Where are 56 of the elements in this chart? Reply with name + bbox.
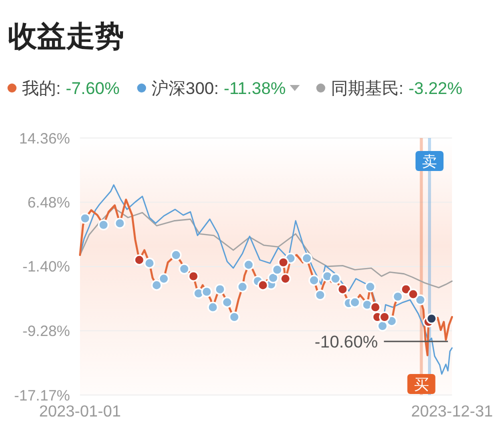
point xyxy=(314,289,326,301)
x-tick-label: 2023-01-01 xyxy=(39,404,122,421)
line-series xyxy=(79,184,453,375)
y-tick-label: 6.48% xyxy=(27,194,70,212)
point xyxy=(376,320,388,332)
legend-label: 同期基民: xyxy=(330,78,404,98)
point xyxy=(337,284,348,295)
ref-line-label: 买 xyxy=(414,376,429,394)
ref-line-label: 卖 xyxy=(422,153,438,170)
point xyxy=(134,254,145,266)
point xyxy=(188,270,199,282)
point xyxy=(170,250,182,261)
point xyxy=(379,311,390,323)
point xyxy=(414,294,426,306)
legend-label: 沪深300: xyxy=(152,78,219,98)
point xyxy=(330,273,342,284)
point xyxy=(308,274,320,286)
point xyxy=(426,313,438,324)
point xyxy=(268,272,279,284)
annotation: -10.60% xyxy=(314,332,378,352)
line-series xyxy=(79,207,453,288)
y-tick-label: -9.28% xyxy=(22,322,70,340)
text: -11.38% xyxy=(224,78,286,98)
point xyxy=(214,284,226,295)
point xyxy=(201,286,212,298)
point xyxy=(349,296,360,308)
legend-label: 我的: xyxy=(22,78,61,98)
point xyxy=(144,258,156,269)
point xyxy=(370,302,381,313)
point xyxy=(236,281,248,292)
point xyxy=(257,280,268,291)
y-tick-label: 14.36% xyxy=(19,130,70,148)
text: -3.22% xyxy=(408,78,462,98)
point xyxy=(280,273,291,284)
line-series xyxy=(79,198,453,356)
point xyxy=(222,296,233,308)
y-tick-label: -17.17% xyxy=(14,387,70,404)
point xyxy=(80,212,91,224)
point xyxy=(178,263,190,274)
point xyxy=(278,256,289,268)
point xyxy=(408,288,419,300)
point xyxy=(392,291,404,302)
point xyxy=(301,252,312,264)
point xyxy=(364,281,376,292)
point xyxy=(158,273,170,284)
point xyxy=(243,259,254,270)
point xyxy=(272,264,283,276)
x-tick-label: 2023-12-31 xyxy=(411,404,494,421)
point xyxy=(98,219,110,230)
point xyxy=(228,311,240,323)
point xyxy=(207,302,218,313)
point xyxy=(151,280,162,291)
y-tick-label: -1.40% xyxy=(22,258,70,276)
chart-title: 收益走势 xyxy=(8,21,124,53)
text: -7.60% xyxy=(66,78,120,98)
point xyxy=(114,218,126,229)
